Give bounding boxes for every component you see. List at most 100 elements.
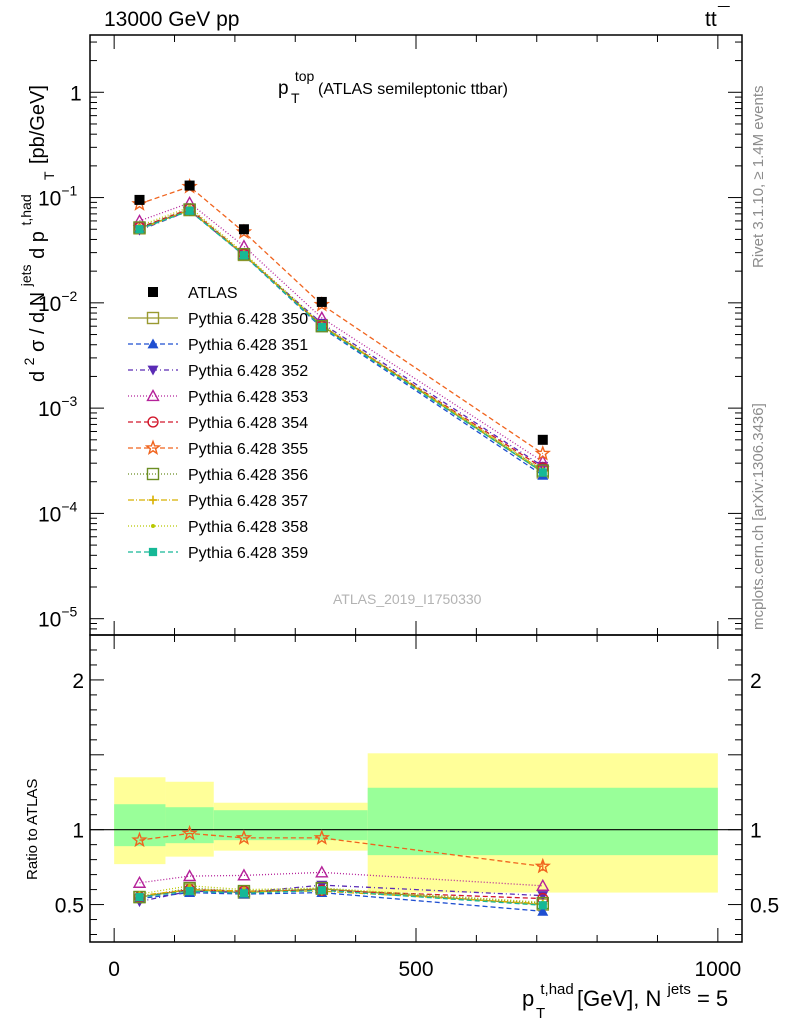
ylabel-T: T: [41, 171, 57, 180]
ratio-ytick-left-0: 2: [72, 670, 84, 693]
ylabel-sigma: σ / d N: [27, 292, 49, 352]
ylabel-dp: d p: [27, 231, 49, 259]
main-panel: 110−110−210−310−410−5 p top T (ATLAS sem…: [18, 34, 743, 636]
process-label-base: tt: [705, 8, 717, 31]
main-point-359-4: [538, 468, 547, 477]
xtick-label-0: 0: [108, 958, 120, 981]
atlas-point-2: [238, 224, 249, 235]
ratio-point-359-4: [538, 901, 547, 910]
ratio-ytick-labels: 2 2 1 1 0.5 0.5: [55, 670, 779, 918]
ratio-line-353: [139, 871, 543, 887]
ytick-label-2: 10−2: [38, 288, 78, 316]
ytick-label-4: 10−4: [38, 498, 78, 526]
main-point-353-4: [536, 454, 550, 467]
main-point-356-1: [183, 203, 196, 216]
legend-label-357: Pythia 6.428 357: [188, 493, 308, 510]
legend-marker-358: [151, 524, 155, 528]
atlas-point-1: [184, 180, 195, 191]
ytick-base-5: 10: [38, 609, 61, 632]
ytick-exp-5: −5: [61, 604, 77, 620]
xtick-label-1: 500: [398, 958, 433, 981]
main-point-356-3: [315, 320, 329, 333]
ratio-ytick-left-1: 1: [72, 820, 84, 843]
ratio-ytick-left-2: 0.5: [55, 895, 84, 918]
ratio-ylabel: Ratio to ATLAS: [24, 779, 41, 880]
legend-marker-352: [147, 365, 159, 376]
plot-title-sup: top: [295, 68, 315, 84]
ylabel-d: d: [27, 371, 49, 382]
ratio-point-359-2: [239, 889, 249, 898]
ytick-label-1: 10−1: [38, 183, 78, 211]
xlabel-tHad: t,had: [540, 981, 573, 998]
ratio-point-355-3: [313, 829, 331, 845]
ratio-point-359-1: [185, 886, 194, 896]
legend-marker-351: [147, 338, 159, 349]
main-ticks: [90, 35, 742, 636]
ytick-base-2: 10: [38, 293, 61, 316]
band-inner-3: [367, 787, 718, 856]
band-inner-0: [114, 804, 166, 847]
main-markers: [131, 178, 551, 480]
legend-label-351: Pythia 6.428 351: [188, 337, 308, 354]
ratio-ytick-right-1: 1: [750, 820, 762, 843]
ratio-point-353-0: [132, 875, 147, 888]
ratio-point-355-0: [131, 831, 148, 848]
atlas-point-4: [537, 434, 548, 445]
ratio-line-355: [139, 832, 543, 868]
ytick-label-5: 10−5: [38, 604, 78, 632]
plot-title-rest: (ATLAS semileptonic ttbar): [318, 81, 508, 98]
xlabel-T: T: [536, 1005, 545, 1022]
legend-marker-350: [146, 311, 160, 325]
xtick-labels: 0 500 1000: [108, 958, 741, 981]
ratio-ytick-right-0: 2: [750, 670, 762, 693]
ytick-exp-4: −4: [61, 498, 77, 514]
ylabel-unit: [pb/GeV]: [27, 85, 49, 164]
ratio-point-353-2: [237, 868, 251, 881]
main-point-356-2: [237, 247, 251, 261]
ratio-point-358-1: [187, 883, 192, 888]
analysis-watermark: ATLAS_2019_I1750330: [333, 591, 482, 607]
legend-label-356: Pythia 6.428 356: [188, 467, 308, 484]
process-label-bar: ¯: [717, 4, 730, 27]
ytick-exp-1: −1: [61, 183, 77, 199]
mcplots-label: mcplots.cern.ch [arXiv:1306.3436]: [750, 403, 767, 630]
xtick-label-2: 1000: [694, 958, 741, 981]
ytick-base-3: 10: [38, 398, 61, 421]
main-ytick-labels: 110−110−210−310−410−5: [38, 82, 82, 631]
legend-marker-353: [146, 389, 160, 402]
legend-label-354: Pythia 6.428 354: [188, 415, 308, 432]
ytick-base-1: 10: [38, 188, 61, 211]
ytick-exp-2: −2: [61, 288, 77, 304]
legend-marker-356: [146, 467, 160, 481]
legend-label-atlas: ATLAS: [188, 285, 238, 302]
collision-label: 13000 GeV pp: [104, 8, 239, 31]
ratio-point-353-1: [182, 869, 197, 882]
atlas-point-3: [316, 296, 327, 307]
legend-label-353: Pythia 6.428 353: [188, 389, 308, 406]
main-point-359-0: [135, 225, 144, 234]
ratio-point-359-3: [317, 886, 326, 895]
main-point-359-3: [317, 322, 326, 332]
ratio-panel: 2 2 1 1 0.5 0.5 0 500 1000 Ratio to ATLAS p t,h…: [24, 634, 779, 1022]
xlabel-p: p: [522, 986, 534, 1011]
ratio-point-351-4: [537, 905, 549, 916]
legend-label-355: Pythia 6.428 355: [188, 441, 308, 458]
ylabel-tHad: t,had: [18, 194, 34, 225]
ratio-bands: [114, 753, 718, 893]
plot-title-base: p: [278, 78, 289, 99]
ratio-point-355-1: [181, 824, 198, 841]
legend-marker-357: [148, 495, 158, 505]
legend: ATLAS Pythia 6.428 350 Pythia 6.428 351 Pyt…: [128, 285, 308, 562]
ratio-point-355-2: [235, 829, 253, 845]
ylabel-d-sup: 2: [21, 357, 37, 365]
plot-title: p top T (ATLAS semileptonic ttbar): [278, 65, 508, 108]
legend-marker-354: [147, 416, 159, 428]
ylabel-jets: jets: [18, 264, 34, 287]
legend-label-352: Pythia 6.428 352: [188, 363, 308, 380]
legend-label-358: Pythia 6.428 358: [188, 519, 308, 536]
legend-label-350: Pythia 6.428 350: [188, 311, 308, 328]
ratio-point-353-4: [536, 878, 550, 891]
xlabel-jets: jets: [666, 981, 690, 998]
atlas-point-0: [134, 194, 145, 205]
